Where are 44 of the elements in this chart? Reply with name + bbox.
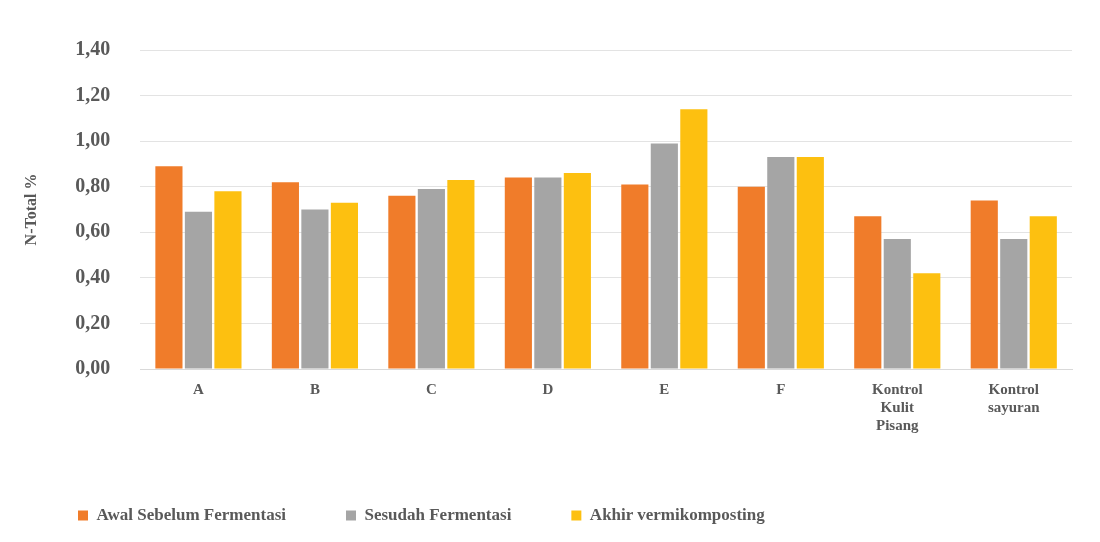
y-tick-label: 1,20: [75, 82, 111, 105]
bar: [417, 188, 445, 369]
y-tick-label: 0,60: [75, 219, 111, 242]
bar: [504, 177, 532, 369]
bar: [271, 182, 299, 369]
legend-label: Awal Sebelum Fermentasi: [96, 504, 287, 524]
bar: [330, 202, 358, 369]
bar: [621, 184, 649, 369]
y-tick-label: 1,40: [75, 37, 111, 60]
bar: [854, 216, 882, 369]
bar: [184, 211, 213, 369]
bar: [1000, 239, 1028, 369]
bar: [767, 157, 795, 369]
y-tick-label: 0,00: [75, 356, 111, 379]
legend-label: Akhir vermikomposting: [589, 504, 766, 524]
y-tick-label: 0,20: [75, 310, 111, 333]
bar: [447, 179, 475, 369]
bar: [155, 166, 183, 369]
bar: [913, 273, 941, 369]
bar: [970, 200, 998, 369]
bar: [796, 157, 824, 369]
legend-label: Sesudah Fermentasi: [364, 504, 512, 524]
bar: [680, 109, 708, 369]
bar: [563, 173, 591, 369]
x-tick-label: C: [425, 380, 437, 397]
bar: [883, 239, 911, 369]
bar: [301, 209, 329, 369]
x-tick-label: D: [542, 380, 554, 397]
x-tick-label: Kontrol Kulit Pisang: [872, 380, 923, 433]
y-tick-label: 0,80: [75, 173, 111, 196]
bar: [388, 195, 416, 369]
x-tick-label: E: [659, 380, 670, 397]
y-axis-title: N-Total %: [21, 173, 39, 246]
x-tick-label: Kontrol sayuran: [987, 380, 1041, 415]
bar: [534, 177, 562, 369]
x-tick-label: F: [776, 380, 786, 397]
bar: [650, 143, 678, 369]
bar: [1029, 216, 1057, 369]
y-tick-label: 0,40: [75, 265, 111, 288]
bar: [737, 186, 765, 369]
x-tick-label: A: [193, 380, 205, 397]
y-tick-label: 1,00: [75, 128, 111, 151]
bar: [214, 191, 242, 369]
x-tick-label: B: [309, 380, 320, 397]
